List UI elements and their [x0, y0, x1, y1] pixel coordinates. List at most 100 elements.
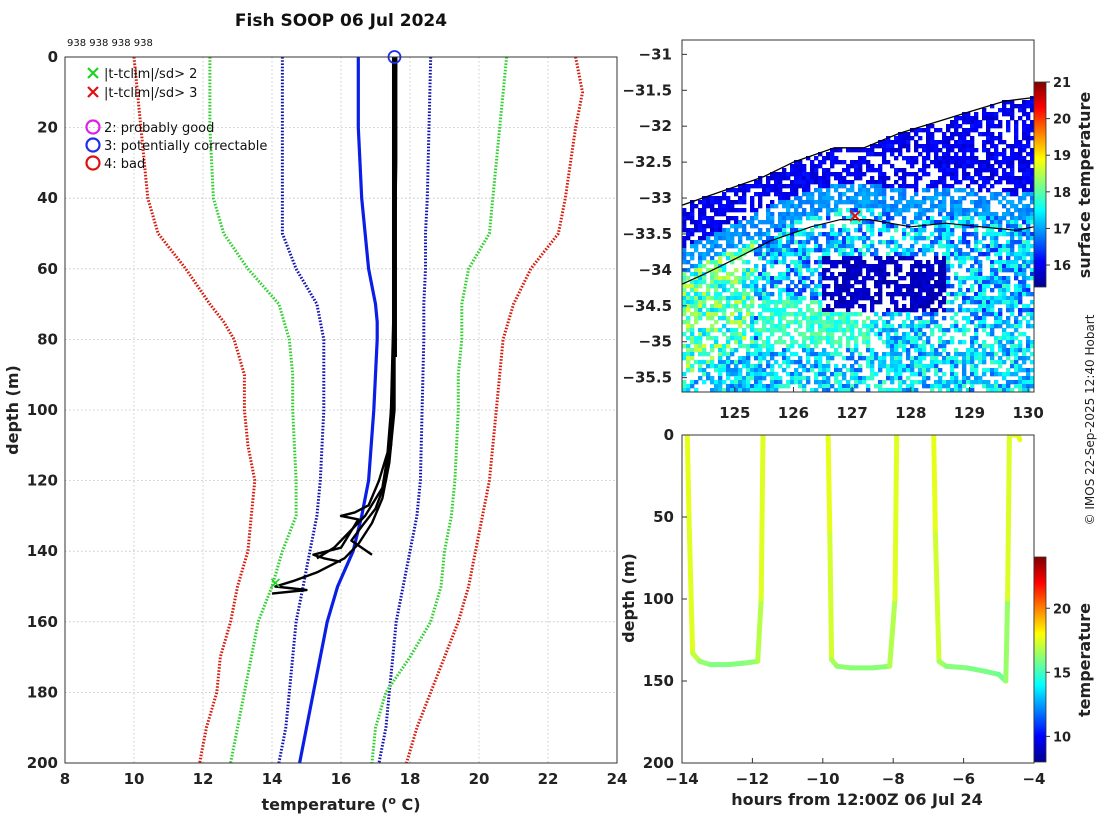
sst-cell [846, 304, 851, 309]
sst-cell [874, 256, 879, 261]
sst-cell [718, 208, 723, 213]
sst-cell [934, 160, 939, 165]
sst-cell [982, 296, 987, 301]
sst-cell [866, 236, 871, 241]
sst-cell [930, 364, 935, 369]
sst-cell [882, 156, 887, 161]
sst-cell [938, 352, 943, 357]
sst-cell [746, 244, 751, 249]
sst-cell [742, 384, 747, 389]
sst-cell [794, 260, 799, 265]
sst-cell [894, 348, 899, 353]
sst-cell [830, 384, 835, 389]
sst-cell [774, 380, 779, 385]
sst-cell [786, 204, 791, 209]
sst-cell [878, 140, 883, 145]
sst-cell [990, 116, 995, 121]
sst-cell [838, 260, 843, 265]
sst-cell [926, 236, 931, 241]
sst-cell [866, 316, 871, 321]
sst-cell [1026, 220, 1031, 225]
sst-cell [834, 280, 839, 285]
sst-cell [698, 368, 703, 373]
sst-cell [986, 312, 991, 317]
sst-cell [918, 356, 923, 361]
sst-cell [1018, 148, 1023, 153]
sst-cell [846, 252, 851, 257]
sst-cell [990, 172, 995, 177]
sst-cell [894, 280, 899, 285]
sst-cell [1010, 164, 1015, 169]
sst-cell [806, 344, 811, 349]
sst-cell [974, 112, 979, 117]
sst-cell [1030, 368, 1034, 373]
sst-cell [914, 260, 919, 265]
sst-cell [974, 300, 979, 305]
sst-cell [770, 312, 775, 317]
sst-cell [714, 236, 719, 241]
sst-cell [862, 260, 867, 265]
sst-cell [726, 256, 731, 261]
sst-cell [826, 368, 831, 373]
sst-cell [902, 136, 907, 141]
sst-cell [958, 196, 963, 201]
sst-cell [958, 200, 963, 205]
sst-cell [826, 260, 831, 265]
sst-cell [686, 228, 691, 233]
sst-cell [966, 316, 971, 321]
sst-cell [1014, 360, 1019, 365]
sst-cell [806, 176, 811, 181]
sst-cell [838, 296, 843, 301]
sst-cell [902, 232, 907, 237]
sst-cell [914, 324, 919, 329]
sst-cell [850, 196, 855, 201]
sst-cell [730, 304, 735, 309]
sst-cell [966, 296, 971, 301]
chart-title: Fish SOOP 06 Jul 2024 [235, 11, 447, 31]
sst-cell [854, 288, 859, 293]
sst-cell [726, 360, 731, 365]
sst-cell [998, 260, 1003, 265]
sst-cell [862, 216, 867, 221]
sst-cell [690, 312, 695, 317]
sst-cell [986, 160, 991, 165]
sst-cell [918, 288, 923, 293]
sst-cell [750, 240, 755, 245]
sst-cell [922, 220, 927, 225]
sst-cell [706, 296, 711, 301]
sst-cell [798, 160, 803, 165]
sst-cell [754, 344, 759, 349]
sst-cell [746, 388, 751, 392]
sst-cell [722, 264, 727, 269]
sst-cell [722, 344, 727, 349]
sst-cell [726, 364, 731, 369]
sst-cell [1022, 240, 1027, 245]
sst-cell [982, 232, 987, 237]
sst-cell [806, 192, 811, 197]
sst-cell [762, 220, 767, 225]
map-y-tick-label: −32 [639, 117, 672, 135]
sst-cell [702, 232, 707, 237]
sst-cell [714, 228, 719, 233]
sst-cell [794, 372, 799, 377]
sst-cell [686, 304, 691, 309]
sst-cell [990, 236, 995, 241]
sst-cell [866, 248, 871, 253]
sst-cell [818, 152, 823, 157]
sst-cell [890, 164, 895, 169]
sst-cell [942, 384, 947, 389]
sst-cell [730, 312, 735, 317]
sst-cell [786, 208, 791, 213]
sst-cell [750, 280, 755, 285]
sst-cell [686, 388, 691, 392]
sst-cell [806, 304, 811, 309]
sst-cell [862, 356, 867, 361]
sst-cell [1014, 152, 1019, 157]
sst-cell [982, 112, 987, 117]
sst-cell [822, 364, 827, 369]
sst-cell [822, 288, 827, 293]
sst-cell [938, 140, 943, 145]
sst-cell [950, 240, 955, 245]
sst-cell [962, 236, 967, 241]
sst-cell [694, 264, 699, 269]
